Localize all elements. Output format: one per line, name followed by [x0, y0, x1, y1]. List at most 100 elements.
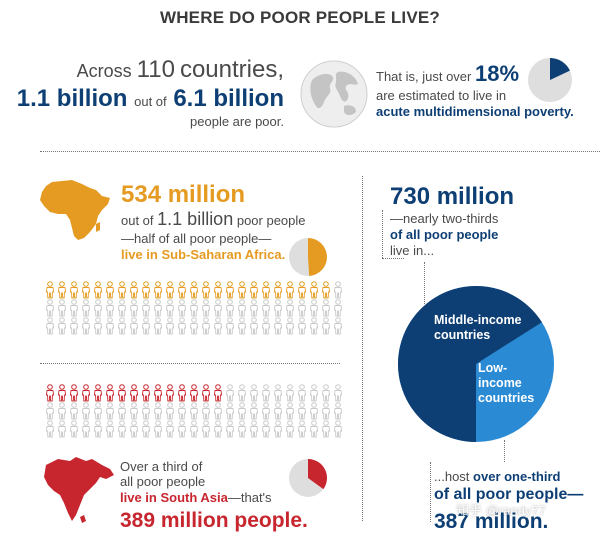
person-icon — [129, 420, 139, 438]
poor-count: 1.1 billion — [16, 84, 128, 112]
across-label: Across — [76, 61, 132, 81]
person-icon — [237, 299, 247, 317]
person-icon — [45, 281, 55, 299]
income-pie: Middle-income countries Low- income coun… — [396, 284, 556, 449]
person-icon — [153, 384, 163, 402]
person-icon — [333, 384, 343, 402]
africa-out-of: out of — [121, 213, 154, 229]
all-poor-people-label: of all poor people— — [434, 486, 584, 504]
person-icon — [105, 281, 115, 299]
person-icon — [249, 281, 259, 299]
person-icon — [297, 317, 307, 335]
person-icon — [237, 281, 247, 299]
person-icon — [165, 402, 175, 420]
person-icon — [153, 299, 163, 317]
person-icon — [189, 317, 199, 335]
divider-middle — [40, 363, 340, 364]
person-icon — [285, 402, 295, 420]
host-label: ...host — [434, 469, 470, 484]
low-income-stat: ...host over one-third of all poor peopl… — [434, 469, 583, 536]
person-icon — [57, 420, 67, 438]
person-icon — [261, 281, 271, 299]
person-icon — [81, 281, 91, 299]
person-icon — [153, 317, 163, 335]
person-icon — [105, 384, 115, 402]
person-icon — [225, 317, 235, 335]
person-icon — [297, 384, 307, 402]
person-icon — [69, 299, 79, 317]
people-row — [44, 281, 344, 299]
person-icon — [189, 281, 199, 299]
person-icon — [129, 281, 139, 299]
person-icon — [189, 299, 199, 317]
person-icon — [45, 299, 55, 317]
connector-from-pie — [504, 440, 505, 462]
person-icon — [57, 317, 67, 335]
south-asia-map-icon — [40, 455, 116, 530]
person-icon — [69, 402, 79, 420]
global-poverty-stat: Across 110 countries, 1.1 billion out of… — [17, 56, 284, 130]
person-icon — [189, 384, 199, 402]
person-icon — [57, 384, 67, 402]
person-icon — [177, 420, 187, 438]
person-icon — [225, 281, 235, 299]
person-icon — [309, 281, 319, 299]
person-icon — [333, 317, 343, 335]
south-asia-share-pie — [288, 458, 328, 503]
person-icon — [45, 384, 55, 402]
person-icon — [93, 317, 103, 335]
middle-income-count: 730 million — [390, 183, 515, 210]
person-icon — [153, 420, 163, 438]
person-icon — [105, 402, 115, 420]
south-asia-live-in: live in South Asia — [120, 489, 228, 505]
one-third-label: over one-third — [473, 469, 561, 484]
person-icon — [333, 420, 343, 438]
person-icon — [141, 299, 151, 317]
person-icon — [225, 420, 235, 438]
person-icon — [273, 420, 283, 438]
countries-number: 110 — [136, 56, 175, 83]
person-icon — [237, 402, 247, 420]
person-icon — [225, 402, 235, 420]
person-icon — [297, 420, 307, 438]
africa-half-label: —half of all poor people— — [121, 231, 272, 247]
person-icon — [129, 299, 139, 317]
person-icon — [189, 402, 199, 420]
person-icon — [93, 402, 103, 420]
person-icon — [249, 402, 259, 420]
person-icon — [225, 299, 235, 317]
person-icon — [117, 317, 127, 335]
person-icon — [153, 281, 163, 299]
bracket-left-bottom — [430, 462, 431, 522]
people-row — [44, 299, 344, 317]
person-icon — [201, 384, 211, 402]
people-row — [44, 317, 344, 335]
low-income-count: 387 million. — [434, 510, 549, 534]
person-icon — [261, 420, 271, 438]
person-icon — [81, 402, 91, 420]
person-icon — [93, 299, 103, 317]
person-icon — [141, 384, 151, 402]
person-icon — [165, 420, 175, 438]
africa-of-number: 1.1 billion — [157, 209, 234, 230]
people-grid-south-asia — [44, 384, 344, 438]
person-icon — [129, 402, 139, 420]
person-icon — [237, 420, 247, 438]
bracket-left-top — [382, 210, 383, 258]
middle-income-line3: live in... — [390, 242, 435, 258]
pie-label-low-1: Low- — [478, 361, 507, 375]
person-icon — [105, 317, 115, 335]
person-icon — [297, 402, 307, 420]
person-icon — [117, 402, 127, 420]
person-icon — [177, 402, 187, 420]
person-icon — [177, 299, 187, 317]
person-icon — [57, 299, 67, 317]
person-icon — [69, 420, 79, 438]
africa-stat: 534 million out of 1.1 billion poor peop… — [121, 180, 306, 263]
person-icon — [321, 402, 331, 420]
person-icon — [81, 317, 91, 335]
person-icon — [189, 420, 199, 438]
person-icon — [117, 384, 127, 402]
person-icon — [69, 317, 79, 335]
person-icon — [333, 281, 343, 299]
